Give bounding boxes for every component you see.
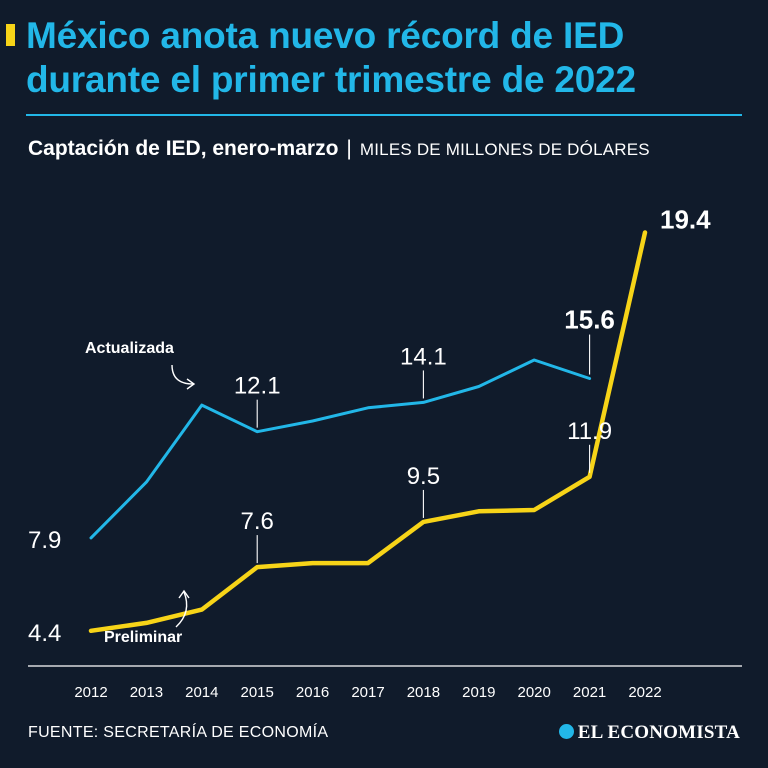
subtitle-main: Captación de IED, enero-marzo (28, 137, 339, 160)
x-tick-label: 2022 (628, 684, 661, 701)
globe-icon (558, 724, 574, 739)
x-tick-label: 2015 (241, 684, 274, 701)
callout-arrow (171, 364, 194, 385)
arrow-head-icon (178, 589, 190, 599)
data-label: 7.9 (28, 527, 61, 554)
data-label: 11.9 (567, 418, 612, 445)
x-tick-label: 2018 (407, 684, 440, 701)
subtitle-units: MILES DE MILLONES DE DÓLARES (359, 140, 650, 159)
x-tick-label: 2021 (573, 684, 606, 701)
x-axis: 2012 2013 2014 2015 2016 2017 2018 2019 2020 2021… (28, 665, 742, 701)
x-tick-label: 2014 (185, 684, 218, 701)
chart-title: México anota nuevo récord de IED durante… (26, 15, 636, 100)
data-label: 12.1 (234, 373, 281, 400)
series-label-actualizada: Actualizada (85, 340, 174, 357)
x-tick-label: 2016 (296, 684, 329, 701)
title-accent-bar (6, 24, 15, 46)
data-label: 14.1 (400, 343, 447, 370)
x-tick-label: 2013 (130, 684, 163, 701)
series-label-preliminar: Preliminar (104, 629, 182, 646)
data-label: 7.6 (241, 508, 274, 535)
x-tick-label: 2019 (462, 684, 495, 701)
data-label: 19.4 (660, 204, 711, 234)
series-callouts: Actualizada Preliminar (85, 340, 196, 646)
callout-arrow (175, 591, 188, 628)
brand-name: EL ECONOMISTA (577, 722, 740, 743)
data-label: 9.5 (407, 463, 440, 490)
series-line-actualizada (89, 358, 592, 540)
data-labels: 7.9 12.1 14.1 15.6 4.4 7.6 9.5 11.9 19.4 (28, 204, 711, 646)
source-note: FUENTE: SECRETARÍA DE ECONOMÍA (28, 724, 329, 741)
x-tick-label: 2012 (74, 684, 107, 701)
series-lines (88, 230, 648, 634)
subtitle-separator: | (346, 137, 352, 160)
title-divider (26, 114, 742, 116)
data-label: 15.6 (564, 305, 615, 335)
chart-subtitle: Captación de IED, enero-marzo | MILES DE M… (28, 137, 650, 161)
series-line-preliminar (88, 230, 648, 634)
arrow-head-icon (186, 378, 196, 390)
x-tick-label: 2017 (351, 684, 384, 701)
brand-logo: EL ECONOMISTA (558, 722, 740, 744)
data-label: 4.4 (28, 620, 61, 647)
x-tick-label: 2020 (518, 684, 551, 701)
